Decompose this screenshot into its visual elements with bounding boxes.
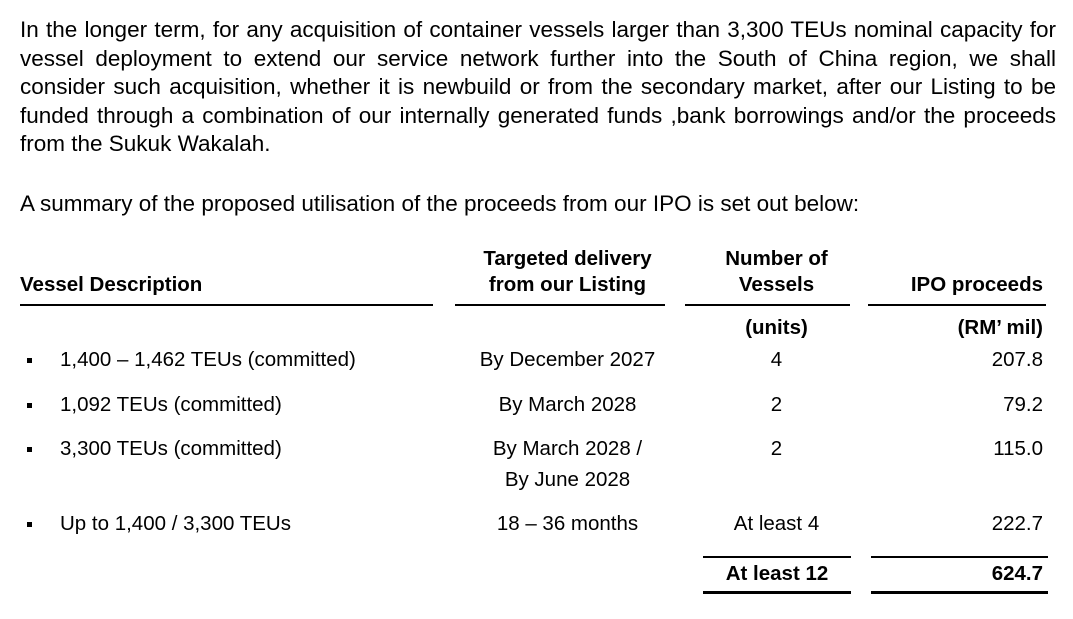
- header-rule: [20, 304, 433, 306]
- header-rule: [685, 304, 850, 306]
- row-proceeds: 207.8: [991, 348, 1043, 371]
- header-delivery-line2: from our Listing: [488, 273, 647, 296]
- header-vessels-line2: Vessels: [738, 273, 815, 296]
- total-proceeds: 624.7: [991, 562, 1043, 585]
- row-vessels: At least 4: [733, 512, 820, 535]
- row-delivery: By December 2027: [479, 348, 656, 371]
- total-vessels: At least 12: [725, 562, 829, 585]
- header-rule: [455, 304, 665, 306]
- row-vessels: 2: [770, 393, 783, 416]
- header-vessels-line1: Number of: [725, 247, 828, 270]
- total-bottom-rule: [703, 591, 851, 594]
- row-proceeds: 115.0: [993, 437, 1043, 460]
- bullet-icon: [27, 447, 32, 452]
- row-description: 1,092 TEUs (committed): [60, 393, 282, 416]
- units-vessels: (units): [745, 316, 808, 339]
- row-proceeds: 79.2: [1003, 393, 1043, 416]
- row-delivery: 18 – 36 months: [496, 512, 639, 535]
- row-vessels: 4: [770, 348, 783, 371]
- row-delivery: By March 2028 /: [492, 437, 643, 460]
- units-proceeds: (RM’ mil): [957, 316, 1043, 339]
- bullet-icon: [27, 358, 32, 363]
- header-delivery-line1: Targeted delivery: [483, 247, 652, 270]
- header-rule: [868, 304, 1046, 306]
- bullet-icon: [27, 522, 32, 527]
- bullet-icon: [27, 403, 32, 408]
- row-description: Up to 1,400 / 3,300 TEUs: [60, 512, 291, 535]
- row-vessels: 2: [770, 437, 783, 460]
- header-vessel-description: Vessel Description: [20, 273, 203, 296]
- row-proceeds: 222.7: [991, 512, 1043, 535]
- row-description: 1,400 – 1,462 TEUs (committed): [60, 348, 356, 371]
- row-description: 3,300 TEUs (committed): [60, 437, 282, 460]
- total-bottom-rule: [871, 591, 1048, 594]
- summary-paragraph: A summary of the proposed utilisation of…: [20, 191, 860, 216]
- total-top-rule: [871, 556, 1048, 558]
- intro-paragraph: In the longer term, for any acquisition …: [20, 17, 1056, 156]
- header-proceeds: IPO proceeds: [910, 273, 1043, 296]
- row-delivery-line2: By June 2028: [504, 468, 631, 491]
- row-delivery: By March 2028: [498, 393, 637, 416]
- total-top-rule: [703, 556, 851, 558]
